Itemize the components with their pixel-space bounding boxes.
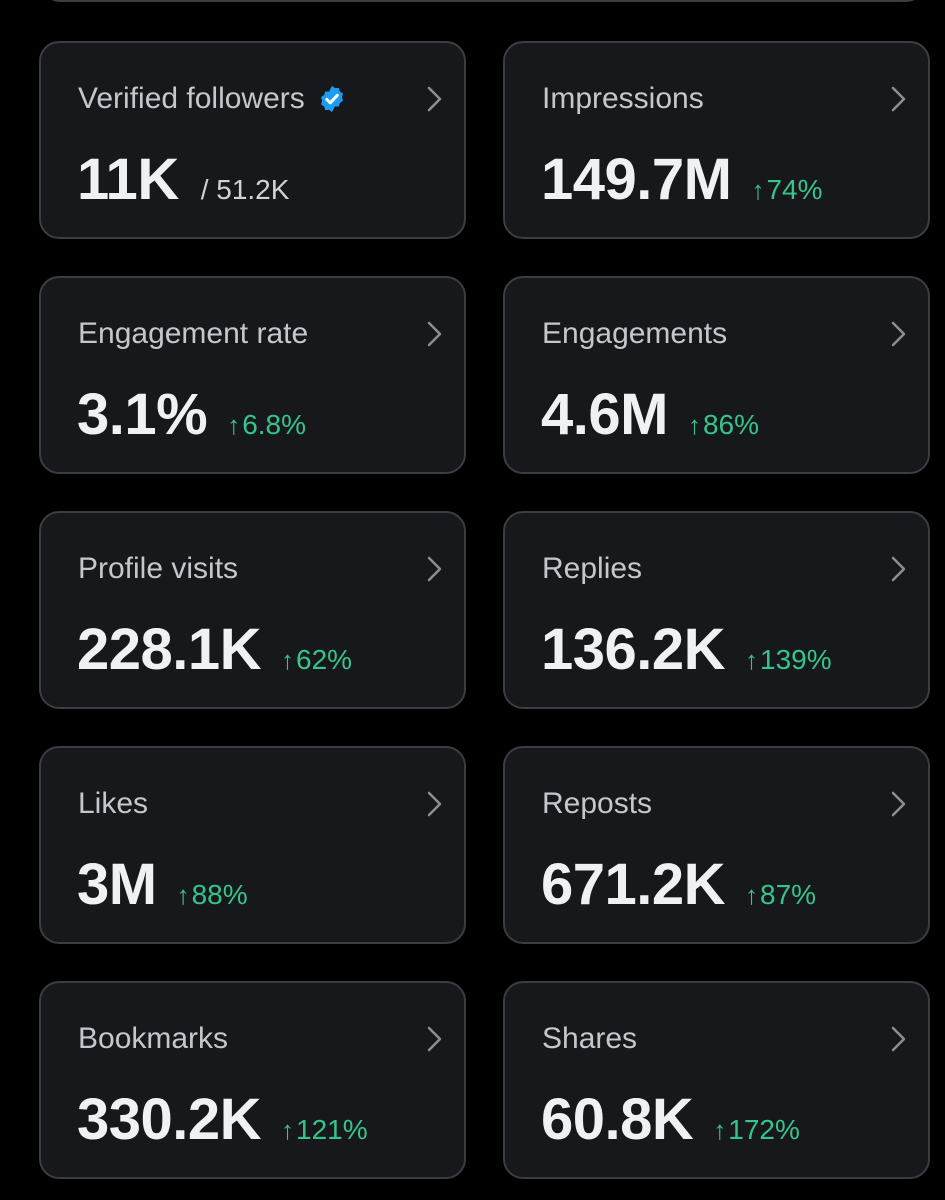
metric-card-impressions[interactable]: Impressions 149.7M ↑ 74% — [503, 41, 930, 239]
metric-value-row: 228.1K ↑ 62% — [77, 617, 352, 683]
metric-change-value: 139% — [760, 644, 832, 675]
metric-change-value: 121% — [296, 1114, 368, 1145]
chevron-right-icon — [427, 791, 442, 817]
arrow-up-icon: ↑ — [176, 880, 190, 910]
metric-change-value: 86% — [702, 409, 759, 440]
metric-label-text: Verified followers — [78, 82, 305, 115]
arrow-up-icon: ↑ — [227, 410, 241, 440]
arrow-up-icon: ↑ — [745, 645, 759, 675]
metric-change-value: 62% — [296, 644, 353, 675]
metric-change: ↑ 172% — [713, 1114, 800, 1146]
chevron-right-icon — [427, 556, 442, 582]
arrow-up-icon: ↑ — [751, 175, 765, 205]
metric-value: 60.8K — [541, 1087, 694, 1152]
metric-value-row: 149.7M ↑ 74% — [541, 147, 823, 213]
chevron-right-icon — [427, 86, 442, 112]
chevron-right-icon — [891, 556, 906, 582]
metric-label: Shares — [542, 1022, 638, 1055]
metric-value: 671.2K — [541, 852, 726, 917]
verified-badge-icon — [320, 85, 343, 113]
metric-value-row: 3M ↑ 88% — [77, 852, 248, 918]
metric-card-likes[interactable]: Likes 3M ↑ 88% — [39, 746, 466, 944]
chevron-right-icon — [891, 86, 906, 112]
metric-value: 3M — [77, 852, 157, 917]
metric-card-profile-visits[interactable]: Profile visits 228.1K ↑ 62% — [39, 511, 466, 709]
metric-value: 3.1% — [77, 382, 208, 447]
metric-value-row: 4.6M ↑ 86% — [541, 382, 759, 448]
previous-card-edge — [40, 0, 926, 2]
metric-label: Replies — [542, 552, 643, 585]
metric-change: ↑ 86% — [688, 409, 759, 441]
chevron-right-icon — [891, 1026, 906, 1052]
chevron-right-icon — [427, 1026, 442, 1052]
metric-value: 149.7M — [541, 147, 732, 212]
metric-change: ↑ 74% — [751, 174, 822, 206]
arrow-up-icon: ↑ — [687, 410, 701, 440]
metric-value-row: 136.2K ↑ 139% — [541, 617, 832, 683]
metric-card-engagement-rate[interactable]: Engagement rate 3.1% ↑ 6.8% — [39, 276, 466, 474]
metric-card-verified-followers[interactable]: Verified followers 11K / 51.2K — [39, 41, 466, 239]
metric-change: ↑ 62% — [281, 644, 352, 676]
metric-value-row: 60.8K ↑ 172% — [541, 1087, 800, 1153]
metric-change-value: 6.8% — [242, 409, 307, 440]
metric-value: 228.1K — [77, 617, 262, 682]
metric-value: 136.2K — [541, 617, 726, 682]
metric-change: ↑ 6.8% — [227, 409, 306, 441]
chevron-right-icon — [427, 321, 442, 347]
metric-value-row: 330.2K ↑ 121% — [77, 1087, 368, 1153]
metric-card-replies[interactable]: Replies 136.2K ↑ 139% — [503, 511, 930, 709]
arrow-up-icon: ↑ — [713, 1115, 727, 1145]
metric-label: Engagements — [542, 317, 728, 350]
metric-card-shares[interactable]: Shares 60.8K ↑ 172% — [503, 981, 930, 1179]
arrow-up-icon: ↑ — [281, 1115, 295, 1145]
metric-total: / 51.2K — [200, 174, 290, 205]
metrics-grid: Verified followers 11K / 51.2K Impressio… — [39, 41, 930, 1179]
arrow-up-icon: ↑ — [745, 880, 759, 910]
metric-change: ↑ 139% — [745, 644, 832, 676]
chevron-right-icon — [891, 321, 906, 347]
metric-change-value: 87% — [760, 879, 817, 910]
metric-label: Bookmarks — [78, 1022, 229, 1055]
metric-change-value: 88% — [191, 879, 248, 910]
metric-card-reposts[interactable]: Reposts 671.2K ↑ 87% — [503, 746, 930, 944]
metric-label: Reposts — [542, 787, 653, 820]
metric-value-row: 11K / 51.2K — [77, 147, 289, 213]
metric-value: 11K — [77, 147, 179, 212]
chevron-right-icon — [891, 791, 906, 817]
metric-card-engagements[interactable]: Engagements 4.6M ↑ 86% — [503, 276, 930, 474]
metric-value-row: 671.2K ↑ 87% — [541, 852, 816, 918]
metric-change: ↑ 87% — [745, 879, 816, 911]
metric-label: Profile visits — [78, 552, 239, 585]
metric-change: ↑ 121% — [281, 1114, 368, 1146]
metric-change-value: 74% — [766, 174, 823, 205]
metric-label: Engagement rate — [78, 317, 309, 350]
metric-card-bookmarks[interactable]: Bookmarks 330.2K ↑ 121% — [39, 981, 466, 1179]
metric-change: ↑ 88% — [177, 879, 248, 911]
metric-value: 4.6M — [541, 382, 668, 447]
metric-label: Impressions — [542, 82, 704, 115]
metric-label: Likes — [78, 787, 149, 820]
metric-value-row: 3.1% ↑ 6.8% — [77, 382, 306, 448]
metric-label: Verified followers — [78, 81, 347, 117]
metric-value: 330.2K — [77, 1087, 262, 1152]
arrow-up-icon: ↑ — [281, 645, 295, 675]
metric-change-value: 172% — [728, 1114, 800, 1145]
